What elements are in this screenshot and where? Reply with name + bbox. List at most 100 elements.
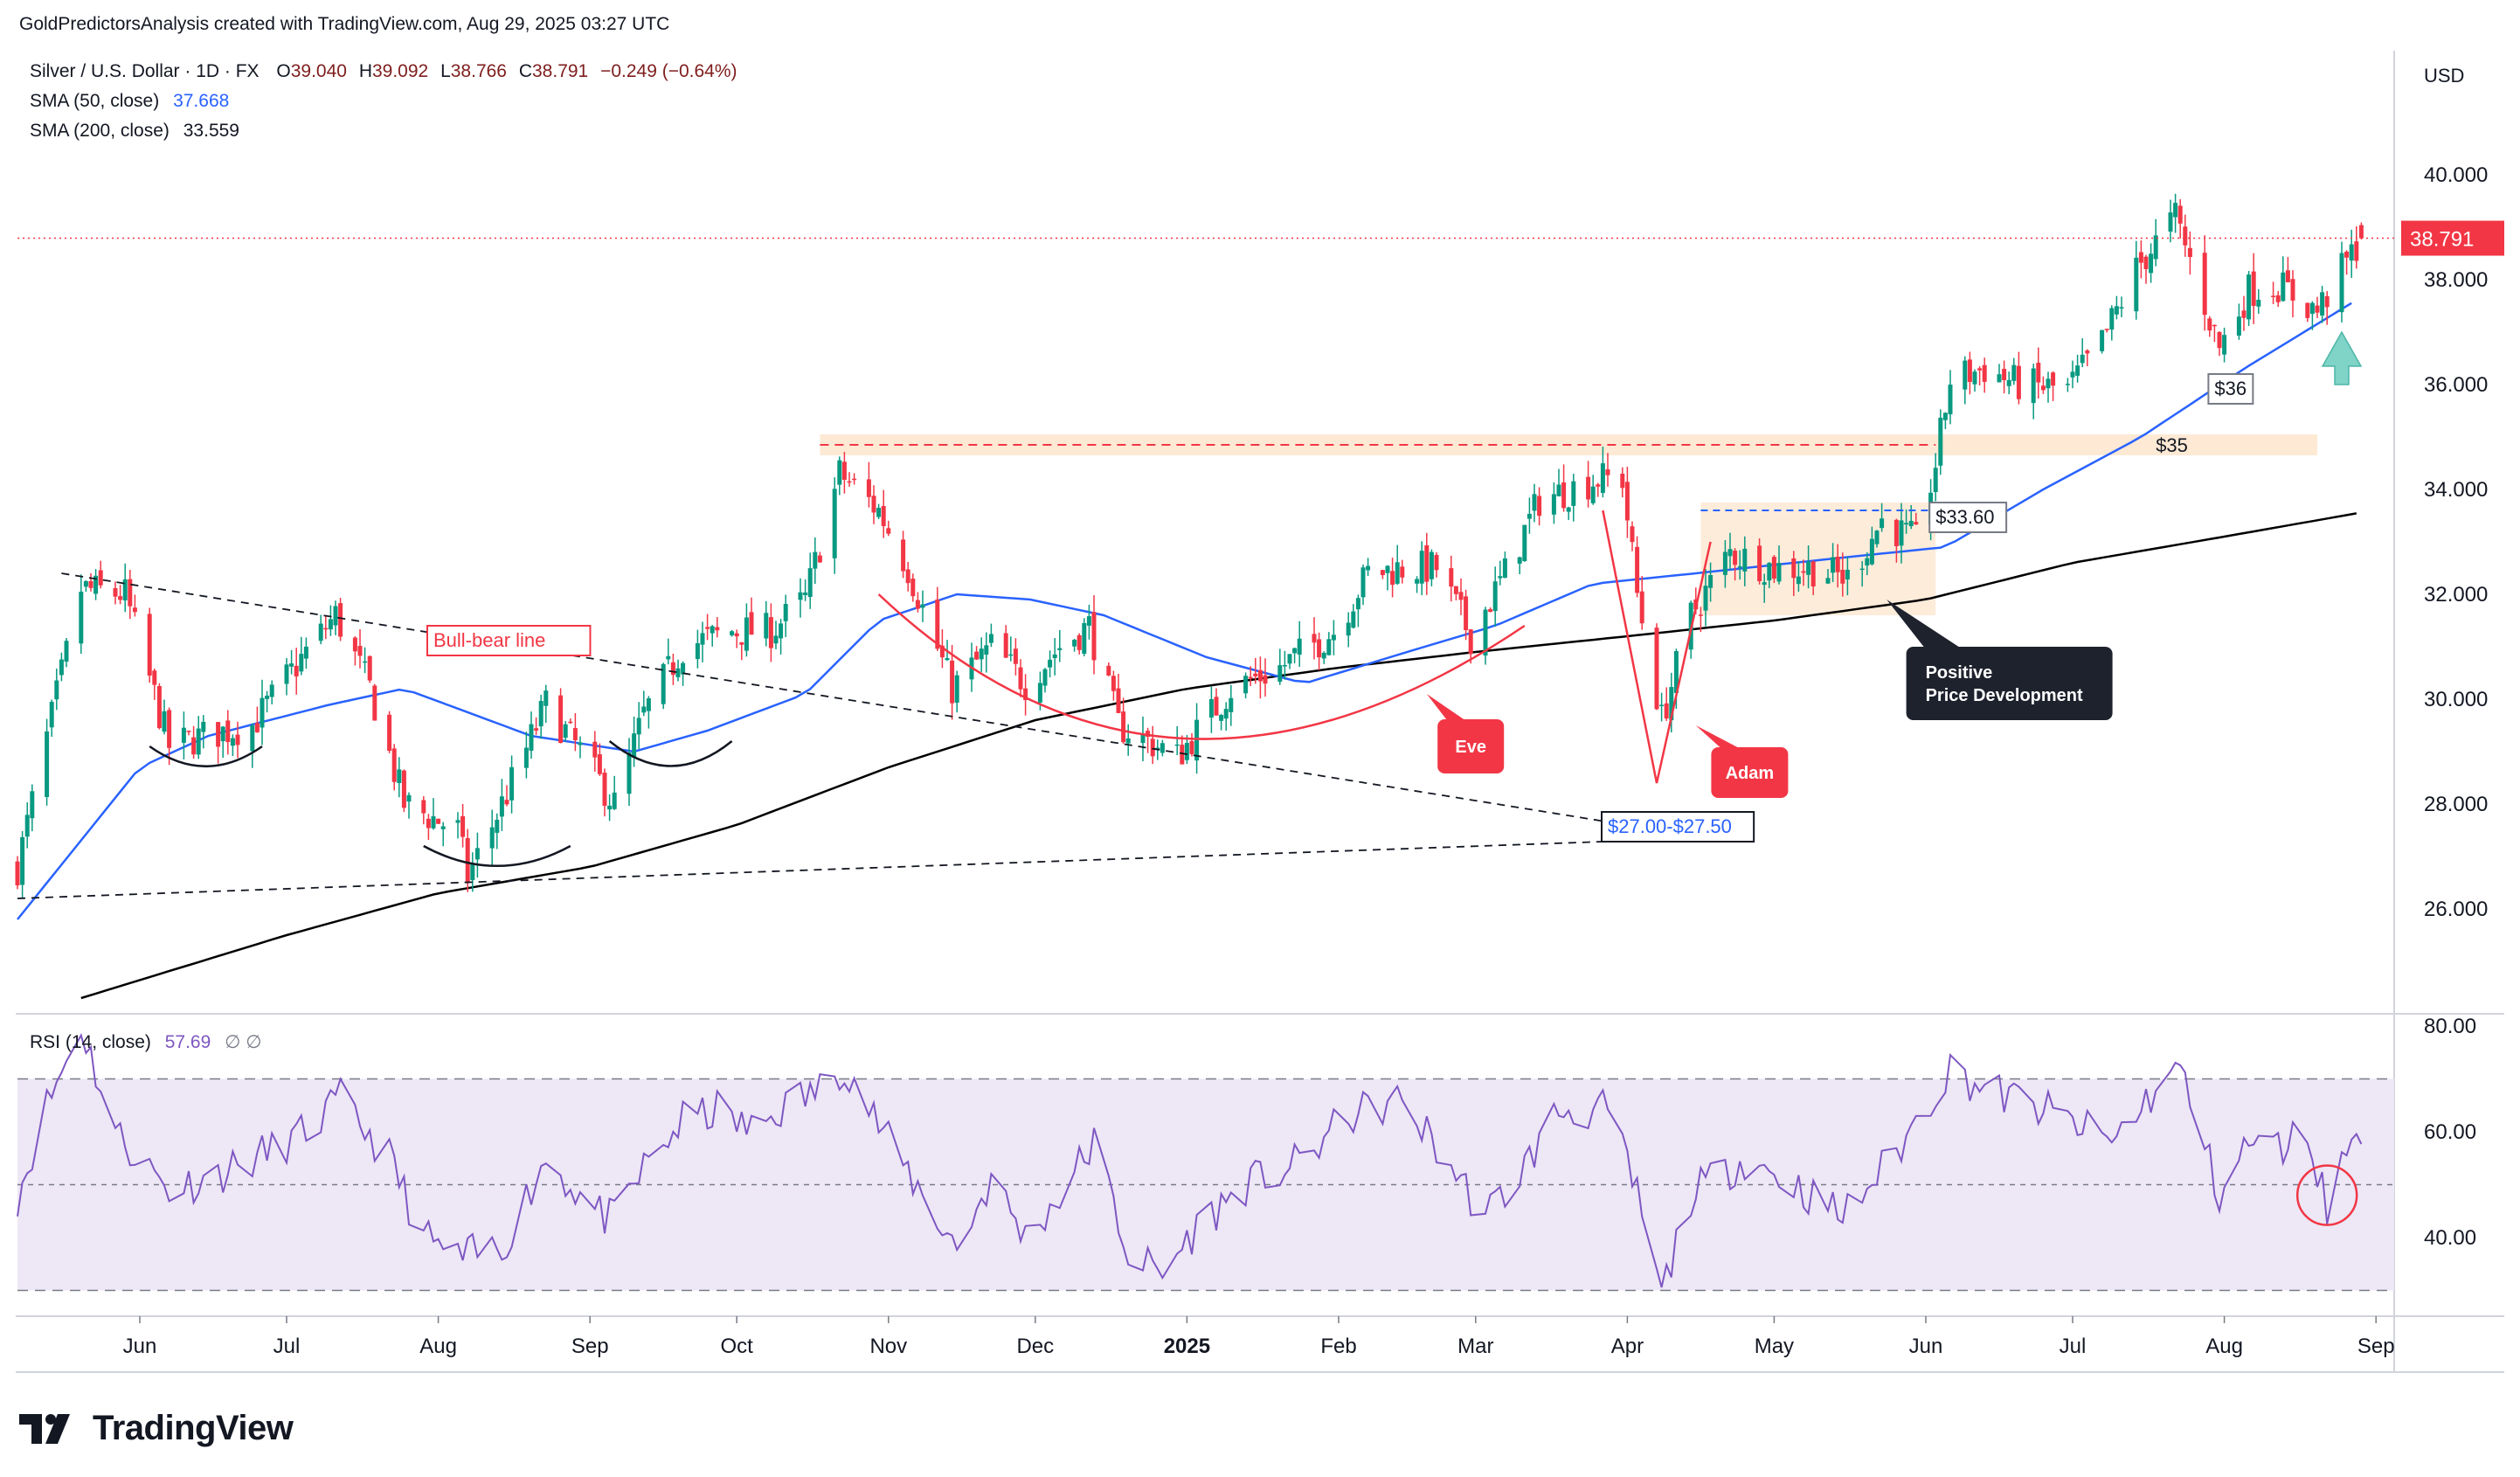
lower-trendline (17, 840, 1628, 899)
up-arrow-icon (2321, 330, 2363, 385)
candle-body (387, 714, 392, 752)
candle-body (2065, 384, 2070, 385)
candle-body (1150, 738, 1155, 757)
candle-body (1698, 614, 1703, 616)
candle-body (954, 675, 959, 703)
rsi-legend[interactable]: RSI (14, close) 57.69 ∅ ∅ (30, 1031, 262, 1053)
tradingview-mark-icon (19, 1413, 70, 1444)
level-36-label-box (2207, 373, 2254, 405)
candle-body (945, 658, 950, 661)
candle-body (83, 581, 88, 587)
candle-body (1673, 651, 1679, 694)
candle-body (1390, 571, 1395, 586)
candle-body (2183, 226, 2188, 246)
candle-body (984, 645, 989, 655)
level-3360-label-text: $33.60 (1935, 506, 1994, 528)
candle-body (950, 660, 955, 704)
eve-callout[interactable]: Eve (1426, 694, 1505, 773)
sma200-legend[interactable]: SMA (200, close) 33.559 (30, 121, 239, 142)
candle-body (881, 506, 886, 526)
candle-body (1395, 562, 1400, 584)
candle-body (1282, 664, 1287, 667)
candle-body (670, 662, 675, 676)
candle-body (910, 579, 916, 597)
last-price-tag (2401, 220, 2504, 256)
bull-bear-label[interactable]: Bull-bear line (426, 625, 592, 656)
candle-body (602, 773, 607, 806)
candle-body (284, 664, 289, 684)
candle-body (88, 580, 93, 588)
candle-body (2046, 378, 2051, 389)
candle-body (866, 479, 871, 497)
price-tick-label: 40.000 (2424, 163, 2488, 187)
candle-body (1111, 676, 1116, 691)
candle-body (1561, 482, 1567, 509)
candle-body (1791, 558, 1797, 579)
candle-body (1977, 368, 1983, 371)
candle-body (156, 686, 162, 729)
candle-body (1899, 520, 1904, 546)
candle-body (886, 528, 891, 534)
candle-body (2173, 203, 2178, 218)
candle-body (2143, 256, 2149, 269)
candle-body (196, 728, 201, 755)
candle-body (636, 718, 641, 735)
candle-body (1086, 616, 1091, 626)
candle-body (1429, 551, 1434, 579)
positive-callout[interactable]: Positive Price Development (1887, 600, 2113, 720)
candle-body (783, 604, 788, 621)
candle-body (803, 592, 808, 595)
candle-body (1893, 519, 1899, 546)
attribution-text: GoldPredictorsAnalysis created with Trad… (19, 14, 670, 34)
candle-body (1091, 612, 1097, 661)
candle-body (2236, 316, 2241, 336)
time-tick-label: Jul (273, 1335, 301, 1358)
candle-body (2006, 379, 2011, 386)
candle-body (2168, 212, 2173, 232)
level-36-label[interactable]: $36 (2207, 373, 2254, 405)
sma50-legend[interactable]: SMA (50, close) 37.668 (30, 91, 229, 112)
candle-body (1419, 551, 1424, 584)
level-36-label-text: $36 (2214, 378, 2247, 399)
candle-body (2285, 270, 2290, 283)
candle-body (289, 663, 294, 667)
tradingview-logo[interactable]: TradingView (19, 1409, 294, 1448)
candle-body (2344, 251, 2350, 258)
time-tick-label: May (1755, 1335, 1794, 1358)
candle-body (2031, 368, 2036, 404)
candle-body (1214, 697, 1219, 716)
candle-body (852, 478, 857, 481)
candle-body (1776, 563, 1782, 582)
candle-body (357, 646, 363, 656)
candle-body (1840, 570, 1845, 584)
candle-body (186, 731, 191, 732)
cup-arc-3 (608, 740, 733, 767)
symbol-legend[interactable]: Silver / U.S. Dollar · 1D · FX O39.040 H… (30, 61, 737, 82)
candle-body (2207, 318, 2212, 331)
candle-body (15, 861, 20, 885)
candle-body (49, 702, 54, 728)
candle-body (876, 508, 882, 517)
rsi-legend-label: RSI (14, close) (30, 1032, 151, 1052)
candle-body (543, 690, 549, 706)
candle-body (1160, 743, 1165, 753)
adam-callout[interactable]: Adam (1695, 725, 1789, 798)
candle-body (739, 641, 744, 645)
sma50-legend-value: 37.668 (173, 91, 230, 111)
rsi-legend-value: 57.69 (164, 1032, 211, 1052)
level-3360-label[interactable]: $33.60 (1928, 502, 2008, 533)
candle-body (323, 628, 329, 630)
candle-body (79, 592, 84, 644)
candle-body (568, 721, 573, 724)
candle-body (2119, 307, 2124, 309)
candle-body (2251, 271, 2256, 307)
candle-body (1498, 576, 1503, 579)
candle-body (363, 661, 368, 663)
support-label[interactable]: $27.00-$27.50 (1601, 811, 1755, 843)
price-tick-label: 32.000 (2424, 583, 2488, 607)
candle-body (2149, 253, 2154, 274)
time-tick-label: Dec (1016, 1335, 1054, 1358)
candle-body (773, 635, 779, 644)
candle-body (504, 800, 509, 805)
candle-body (710, 626, 715, 634)
